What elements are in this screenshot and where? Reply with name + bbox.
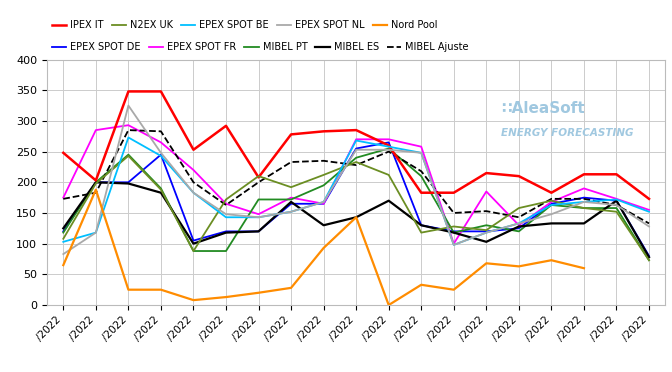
Text: ENERGY FORECASTING: ENERGY FORECASTING — [501, 128, 634, 138]
Text: ∷AleaSoft: ∷AleaSoft — [501, 101, 585, 116]
Legend: IPEX IT, N2EX UK, EPEX SPOT BE, EPEX SPOT NL, Nord Pool: IPEX IT, N2EX UK, EPEX SPOT BE, EPEX SPO… — [52, 20, 437, 30]
